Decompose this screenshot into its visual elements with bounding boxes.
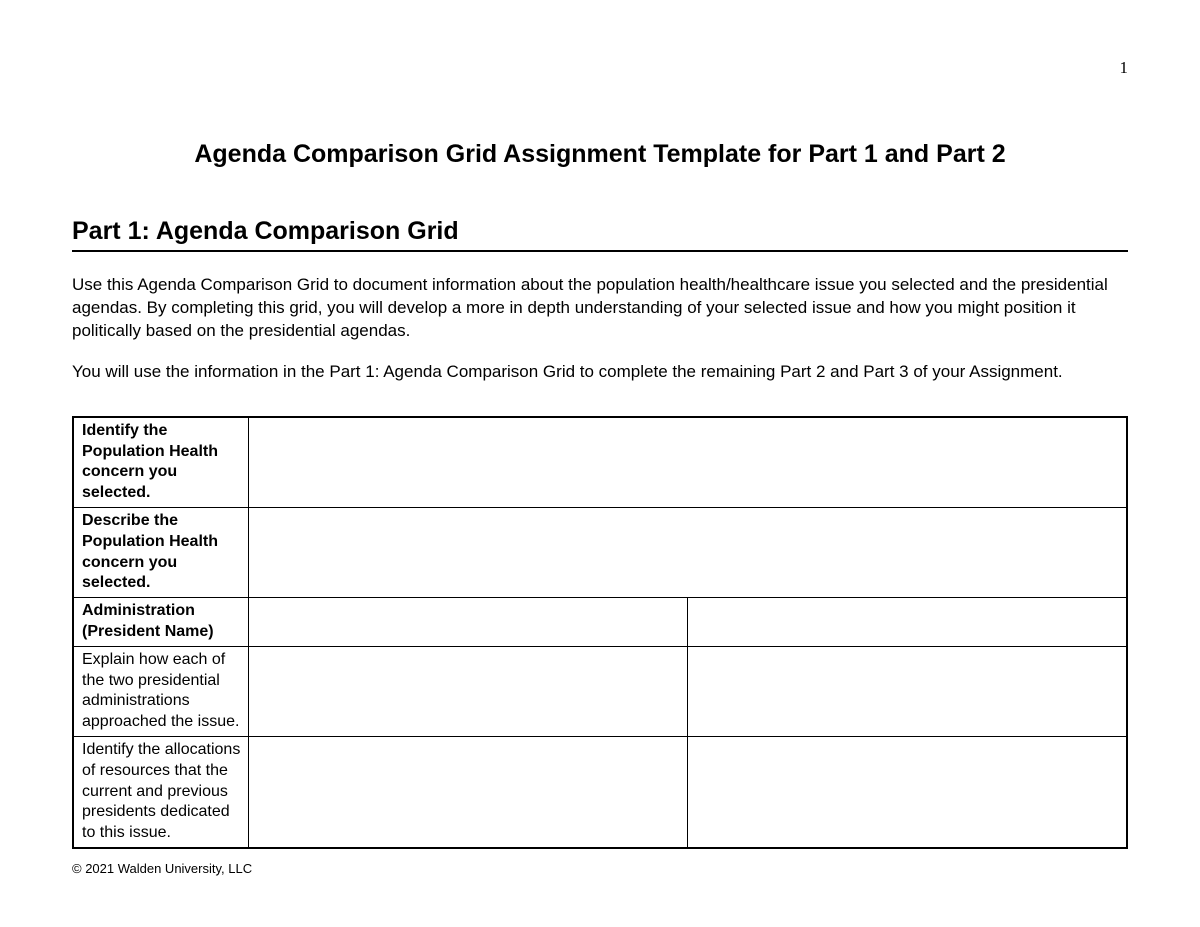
row-value-b[interactable] [688,736,1127,847]
row-label: Identify the Population Health concern y… [73,417,249,508]
document-title: Agenda Comparison Grid Assignment Templa… [72,140,1128,169]
row-label: Explain how each of the two presidential… [73,646,249,736]
row-value-b[interactable] [688,646,1127,736]
instructions-paragraph-2: You will use the information in the Part… [72,361,1128,384]
row-value-a[interactable] [249,646,688,736]
row-value-a[interactable] [249,736,688,847]
row-value-b[interactable] [688,598,1127,647]
row-label: Administration (President Name) [73,598,249,647]
table-row: Identify the allocations of resources th… [73,736,1127,847]
copyright-footer: © 2021 Walden University, LLC [72,861,1128,876]
document-body: Agenda Comparison Grid Assignment Templa… [0,0,1200,876]
row-value[interactable] [249,507,1127,597]
page-number: 1 [1120,58,1129,78]
row-label: Describe the Population Health concern y… [73,507,249,597]
instructions-paragraph-1: Use this Agenda Comparison Grid to docum… [72,274,1128,343]
row-value-a[interactable] [249,598,688,647]
table-row: Describe the Population Health concern y… [73,507,1127,597]
part-heading: Part 1: Agenda Comparison Grid [72,217,1128,252]
table-row: Explain how each of the two presidential… [73,646,1127,736]
table-row: Identify the Population Health concern y… [73,417,1127,508]
agenda-comparison-grid: Identify the Population Health concern y… [72,416,1128,849]
row-value[interactable] [249,417,1127,508]
table-row: Administration (President Name) [73,598,1127,647]
row-label: Identify the allocations of resources th… [73,736,249,847]
